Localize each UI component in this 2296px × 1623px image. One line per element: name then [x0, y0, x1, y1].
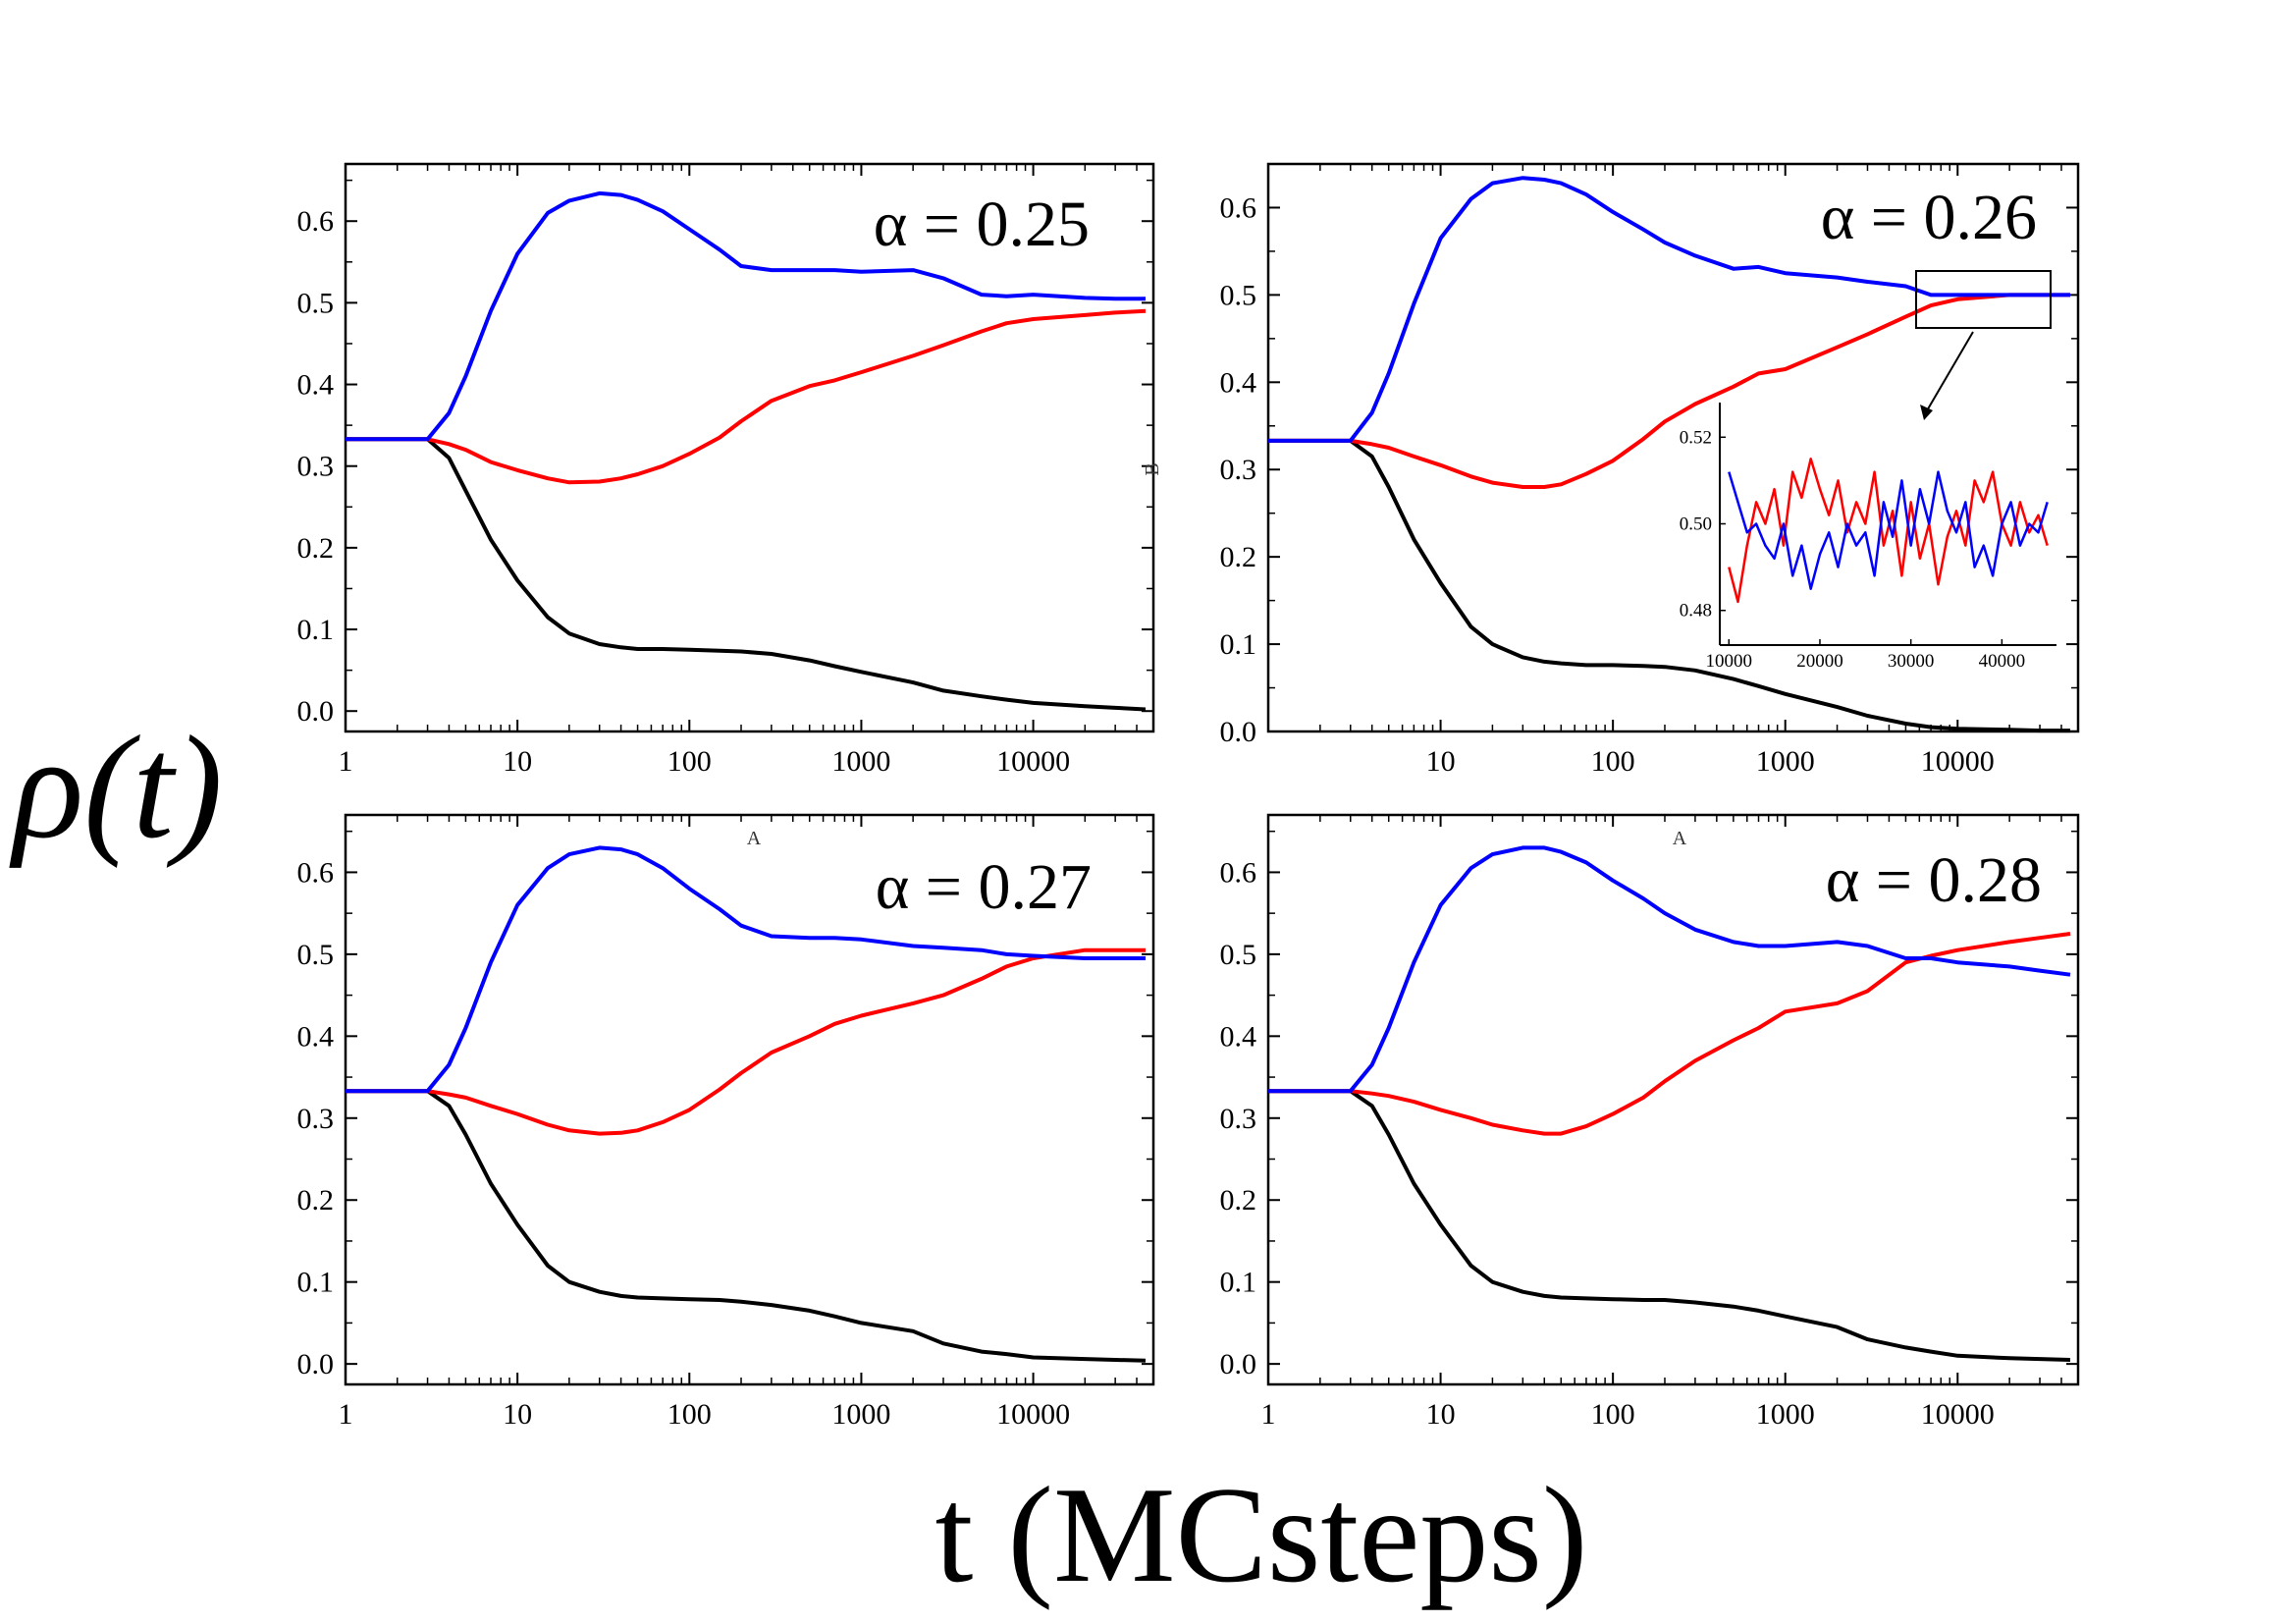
y-tick-label: 0.3	[297, 1103, 335, 1135]
panel-alpha-027: α = 0.27 0.0 0.1 0.2 0.3 0.4 0.5 0.6 1 10 100 1000…	[297, 813, 1155, 1431]
y-tick-label: 0.6	[297, 205, 335, 238]
y-tick-label: 0.1	[1220, 628, 1257, 661]
x-tick-label: 100	[1591, 745, 1635, 778]
series-line-red	[346, 308, 1147, 485]
y-tick-label: 0.2	[297, 1184, 335, 1217]
series-line-black	[346, 1089, 1147, 1363]
inset-x-tick-label: 30000	[1888, 651, 1935, 672]
x-tick-label: 1	[339, 745, 353, 778]
series-line-black	[1268, 438, 2070, 733]
inset-series-line-red	[1728, 458, 2049, 604]
y-axis-label: ρ(t)	[9, 706, 223, 869]
panel-title: α = 0.28	[1826, 844, 2042, 916]
panel-alpha-025: α = 0.25 0.0 0.1 0.2 0.3 0.4 0.5 0.6 1 10 100 1000…	[297, 162, 1155, 778]
inset-x-tick-label: 10000	[1706, 651, 1753, 672]
y-tick-label: 0.4	[297, 1020, 335, 1053]
artifact-label-a: A	[1673, 828, 1687, 849]
y-tick-label: 0.5	[1220, 939, 1257, 971]
y-tick-label: 0.6	[297, 856, 335, 889]
zoom-region-box	[1915, 270, 2052, 329]
x-tick-label: 1	[1261, 1398, 1276, 1431]
x-tick-label: 100	[1591, 1398, 1635, 1431]
inset-series-line-blue	[1728, 470, 2049, 590]
y-tick-label: 0.0	[1220, 716, 1257, 748]
x-tick-label: 10000	[1921, 1398, 1995, 1431]
x-tick-label: 100	[667, 1398, 712, 1431]
zoom-arrow-head	[1920, 405, 1933, 420]
axes-frame	[344, 813, 1155, 1386]
y-tick-label: 0.1	[1220, 1267, 1257, 1299]
y-tick-label: 0.1	[297, 614, 335, 646]
y-tick-label: 0.5	[297, 287, 335, 319]
inset-plot: 0.48 0.50 0.52 10000 20000 30000 40000	[1680, 270, 2056, 672]
x-tick-label: 10000	[996, 1398, 1070, 1431]
x-axis-label: t (MCsteps)	[935, 1459, 1588, 1611]
panel-title: α = 0.25	[874, 189, 1090, 260]
x-tick-label: 10	[503, 1398, 532, 1431]
y-tick-label: 0.6	[1220, 856, 1257, 889]
series-line-red	[346, 947, 1146, 1136]
y-tick-label: 0.2	[1220, 541, 1257, 573]
artifact-label-b: B	[1142, 462, 1163, 475]
x-tick-label: 1000	[831, 1398, 890, 1431]
y-tick-label: 0.4	[1220, 366, 1257, 399]
series-line-red	[1268, 293, 2070, 489]
y-tick-label: 0.5	[1220, 279, 1257, 311]
x-tick-label: 1000	[831, 745, 890, 778]
panel-alpha-026: α = 0.26 0.0 0.1 0.2 0.3 0.4 0.5 0.6 10 100 1000 1…	[1220, 162, 2080, 778]
y-tick-label: 0.5	[297, 939, 335, 971]
y-tick-label: 0.3	[1220, 1103, 1257, 1135]
series-line-blue	[1268, 845, 2071, 1094]
axes-frame	[1266, 162, 2080, 733]
inset-y-tick-label: 0.50	[1680, 514, 1712, 535]
y-tick-label: 0.6	[1220, 191, 1257, 224]
axes-frame	[344, 162, 1155, 733]
series-line-black	[346, 437, 1147, 712]
x-tick-label: 100	[667, 745, 712, 778]
x-tick-label: 10000	[1921, 745, 1995, 778]
y-tick-label: 0.3	[1220, 454, 1257, 486]
y-tick-label: 0.0	[297, 1348, 335, 1380]
y-tick-label: 0.2	[1220, 1184, 1257, 1217]
x-tick-label: 10	[503, 745, 532, 778]
inset-x-tick-label: 20000	[1796, 651, 1843, 672]
inset-y-tick-label: 0.48	[1680, 601, 1712, 622]
y-tick-label: 0.3	[297, 451, 335, 483]
y-tick-label: 0.1	[297, 1267, 335, 1299]
panel-title: α = 0.27	[876, 851, 1092, 923]
panel-alpha-028: α = 0.28 0.0 0.1 0.2 0.3 0.4 0.5 0.6 1 10 100 1000…	[1220, 813, 2080, 1431]
x-tick-label: 1000	[1756, 1398, 1815, 1431]
x-tick-label: 1000	[1756, 745, 1815, 778]
x-tick-label: 10000	[996, 745, 1070, 778]
x-tick-label: 1	[339, 1398, 353, 1431]
artifact-label-a: A	[747, 828, 762, 849]
series-line-blue	[1268, 176, 2070, 443]
x-tick-label: 10	[1426, 1398, 1456, 1431]
series-line-blue	[346, 190, 1146, 442]
y-tick-label: 0.4	[297, 369, 335, 402]
series-line-blue	[346, 845, 1146, 1094]
panel-title: α = 0.26	[1821, 182, 2037, 253]
axes-frame	[1266, 813, 2080, 1386]
y-tick-label: 0.0	[297, 695, 335, 728]
y-tick-label: 0.2	[297, 532, 335, 565]
inset-x-tick-label: 40000	[1979, 651, 2026, 672]
zoom-arrow	[1925, 331, 1974, 413]
y-tick-label: 0.0	[1220, 1348, 1257, 1380]
x-tick-label: 10	[1426, 745, 1456, 778]
y-tick-label: 0.4	[1220, 1020, 1257, 1053]
series-line-black	[1268, 1089, 2071, 1362]
inset-y-tick-label: 0.52	[1680, 427, 1712, 448]
